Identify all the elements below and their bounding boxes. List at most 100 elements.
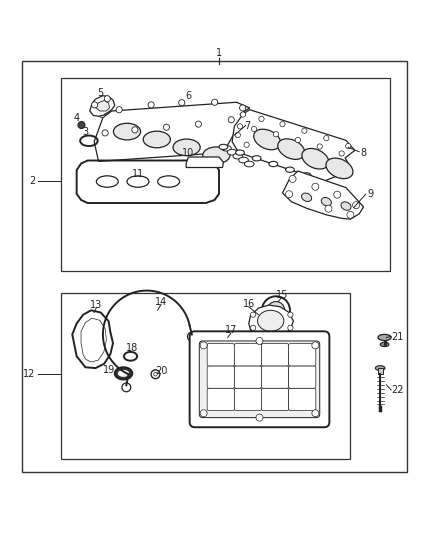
- Text: 9: 9: [367, 189, 373, 199]
- FancyBboxPatch shape: [289, 344, 316, 366]
- Text: 5: 5: [98, 88, 104, 99]
- Ellipse shape: [252, 156, 261, 161]
- Polygon shape: [186, 157, 223, 167]
- Ellipse shape: [380, 342, 389, 346]
- Ellipse shape: [326, 158, 353, 179]
- Circle shape: [312, 183, 319, 190]
- Text: 8: 8: [360, 148, 367, 158]
- Text: 4: 4: [74, 112, 80, 123]
- Circle shape: [262, 296, 290, 324]
- Circle shape: [102, 130, 108, 136]
- Ellipse shape: [239, 157, 248, 163]
- Circle shape: [195, 121, 201, 127]
- Circle shape: [132, 127, 138, 133]
- Text: 10: 10: [182, 149, 194, 158]
- Circle shape: [228, 117, 234, 123]
- Circle shape: [240, 112, 246, 117]
- Ellipse shape: [321, 197, 332, 206]
- FancyBboxPatch shape: [199, 341, 320, 418]
- Text: 13: 13: [90, 300, 102, 310]
- Text: 19: 19: [103, 365, 116, 375]
- Circle shape: [312, 342, 319, 349]
- Ellipse shape: [219, 144, 228, 150]
- Text: 6: 6: [185, 91, 191, 101]
- Polygon shape: [81, 318, 106, 362]
- FancyBboxPatch shape: [207, 366, 234, 388]
- Circle shape: [288, 312, 293, 317]
- Ellipse shape: [244, 161, 254, 167]
- Ellipse shape: [96, 176, 118, 187]
- Circle shape: [92, 102, 98, 108]
- Circle shape: [302, 128, 307, 133]
- Polygon shape: [249, 305, 293, 337]
- Ellipse shape: [301, 193, 312, 201]
- Ellipse shape: [158, 176, 180, 187]
- Ellipse shape: [378, 334, 391, 341]
- Circle shape: [187, 332, 196, 341]
- Circle shape: [251, 126, 257, 132]
- Bar: [61, 293, 350, 459]
- FancyBboxPatch shape: [207, 388, 234, 410]
- Ellipse shape: [375, 366, 385, 370]
- Circle shape: [237, 124, 243, 129]
- Circle shape: [78, 122, 85, 128]
- Ellipse shape: [302, 173, 311, 178]
- Polygon shape: [232, 110, 355, 181]
- Circle shape: [212, 99, 218, 106]
- Text: 14: 14: [155, 296, 167, 306]
- Circle shape: [244, 142, 249, 147]
- FancyBboxPatch shape: [261, 366, 289, 388]
- Bar: [61, 78, 390, 271]
- Circle shape: [251, 325, 256, 330]
- Ellipse shape: [173, 139, 200, 156]
- Circle shape: [346, 143, 351, 149]
- Circle shape: [116, 107, 122, 113]
- Ellipse shape: [227, 149, 237, 155]
- Text: 16: 16: [243, 298, 255, 309]
- Polygon shape: [95, 101, 110, 111]
- Circle shape: [256, 337, 263, 344]
- Text: 12: 12: [23, 369, 35, 379]
- Circle shape: [324, 135, 329, 141]
- Text: 20: 20: [155, 366, 167, 376]
- Ellipse shape: [203, 147, 230, 164]
- Text: 18: 18: [126, 343, 138, 353]
- Circle shape: [200, 410, 207, 417]
- Circle shape: [148, 102, 154, 108]
- Circle shape: [317, 144, 322, 149]
- Circle shape: [200, 342, 207, 349]
- Circle shape: [267, 302, 285, 319]
- Text: 11: 11: [132, 168, 144, 179]
- Ellipse shape: [143, 131, 170, 148]
- Circle shape: [273, 132, 279, 137]
- Circle shape: [289, 175, 296, 182]
- FancyBboxPatch shape: [261, 388, 289, 410]
- Circle shape: [325, 205, 332, 212]
- Bar: [378, 368, 383, 374]
- Text: 3: 3: [82, 127, 88, 136]
- Circle shape: [240, 105, 246, 111]
- Text: 2: 2: [30, 176, 36, 186]
- Ellipse shape: [278, 139, 305, 159]
- Circle shape: [251, 312, 256, 317]
- Circle shape: [179, 100, 185, 106]
- FancyBboxPatch shape: [234, 366, 261, 388]
- Text: 1: 1: [216, 47, 222, 58]
- Ellipse shape: [302, 149, 329, 169]
- Circle shape: [99, 111, 105, 118]
- Polygon shape: [94, 102, 250, 161]
- Bar: [22, 61, 407, 472]
- Circle shape: [259, 116, 264, 122]
- Text: 17: 17: [225, 325, 237, 335]
- Circle shape: [122, 383, 131, 392]
- Circle shape: [235, 133, 240, 138]
- Circle shape: [280, 122, 285, 127]
- Ellipse shape: [233, 154, 243, 159]
- Ellipse shape: [127, 176, 149, 187]
- Ellipse shape: [254, 129, 281, 150]
- Ellipse shape: [222, 146, 231, 151]
- Ellipse shape: [286, 167, 294, 172]
- Circle shape: [312, 410, 319, 417]
- Ellipse shape: [118, 370, 129, 377]
- FancyBboxPatch shape: [289, 366, 316, 388]
